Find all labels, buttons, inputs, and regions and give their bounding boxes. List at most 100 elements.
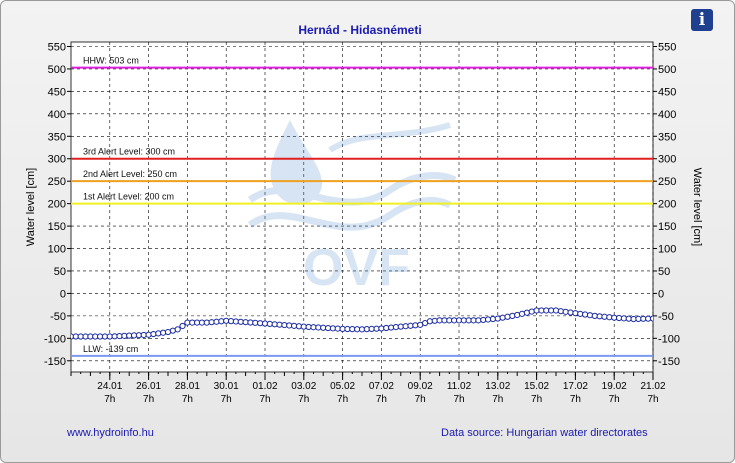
y-tick-label-left: -100 <box>44 333 66 345</box>
plot-area <box>70 41 654 373</box>
y-tick-label-right: 50 <box>658 266 670 278</box>
y-axis-label-left: Water level [cm] <box>25 168 37 246</box>
y-tick-label-left: 150 <box>48 221 66 233</box>
data-point <box>523 309 531 316</box>
x-tick-date: 07.02 <box>369 381 394 392</box>
data-point <box>155 330 162 337</box>
y-tick-label-right: 550 <box>658 41 676 53</box>
data-point <box>528 308 535 315</box>
y-tick-label-right: -100 <box>658 333 680 345</box>
data-point <box>150 330 157 338</box>
data-point <box>179 322 186 330</box>
y-tick-label-right: 300 <box>658 154 676 166</box>
x-tick-date: 09.02 <box>408 381 433 392</box>
y-tick-label-right: 400 <box>658 109 676 121</box>
info-icon: i <box>698 10 706 30</box>
data-point <box>562 308 569 315</box>
x-tick-date: 11.02 <box>447 381 472 392</box>
y-tick-label-right: 450 <box>658 86 676 98</box>
y-tick-label-right: -50 <box>658 311 674 323</box>
y-tick-label-right: 100 <box>658 244 676 256</box>
y-tick-label-left: 550 <box>48 41 66 53</box>
x-tick-time: 7h <box>376 394 387 405</box>
ovf-watermark: OVF <box>247 120 457 297</box>
y-tick-label-right: 150 <box>658 221 676 233</box>
data-point <box>514 311 521 319</box>
x-tick-time: 7h <box>647 394 658 405</box>
data-point <box>582 311 589 318</box>
x-tick-time: 7h <box>492 394 503 405</box>
data-point <box>552 307 560 314</box>
reference-line-label: 1st Alert Level: 200 cm <box>83 192 174 202</box>
x-tick-time: 7h <box>337 394 348 405</box>
x-axis-ticks: 24.01 7h 26.01 7h 28.01 7h 30.01 7h 01.02 7h 03.02… <box>70 372 666 405</box>
x-tick-date: 24.01 <box>97 381 122 392</box>
reference-line-label: LLW: -139 cm <box>83 344 138 354</box>
x-tick-date: 03.02 <box>291 381 316 392</box>
x-tick-date: 28.01 <box>175 381 200 392</box>
y-tick-label-left: 0 <box>60 288 66 300</box>
reference-lines: HHW: 503 cm 3rd Alert Level: 300 cm 2nd Al… <box>71 56 653 357</box>
reference-line-label: 3rd Alert Level: 300 cm <box>83 147 175 157</box>
watermark-wave <box>247 197 452 231</box>
website-link[interactable]: www.hydroinfo.hu <box>67 427 154 439</box>
data-point <box>586 312 594 319</box>
x-tick-time: 7h <box>182 394 193 405</box>
x-tick-time: 7h <box>570 394 581 405</box>
data-point <box>494 315 501 322</box>
x-tick-date: 13.02 <box>485 381 510 392</box>
x-tick-time: 7h <box>609 394 620 405</box>
data-point <box>499 314 506 321</box>
chart-title: Hernád - Hidasnémeti <box>298 23 421 37</box>
y-tick-label-left: -50 <box>50 311 66 323</box>
watermark-wave <box>247 172 457 206</box>
data-point <box>145 331 152 338</box>
data-point <box>518 310 526 317</box>
y-tick-label-left: 300 <box>48 154 66 166</box>
y-axis-label-right: Water level [cm] <box>691 168 703 246</box>
y-tick-label-left: 500 <box>48 64 66 76</box>
y-tick-label-left: 200 <box>48 199 66 211</box>
data-point <box>174 326 181 333</box>
data-point <box>649 315 653 322</box>
x-tick-time: 7h <box>143 394 154 405</box>
data-point <box>557 308 564 315</box>
watermark-drop <box>270 120 323 205</box>
x-tick-date: 01.02 <box>252 381 277 392</box>
y-tick-label-left: 100 <box>48 244 66 256</box>
reference-line-label: HHW: 503 cm <box>83 56 139 66</box>
data-point <box>160 329 167 336</box>
y-tick-label-right: 350 <box>658 131 676 143</box>
x-tick-time: 7h <box>531 394 542 405</box>
y-tick-label-left: 350 <box>48 131 66 143</box>
y-tick-label-left: 50 <box>54 266 66 278</box>
data-source-text: Data source: Hungarian water directorate… <box>441 427 648 439</box>
data-point <box>567 309 574 316</box>
data-point <box>572 310 579 317</box>
y-tick-label-left: 400 <box>48 109 66 121</box>
data-point <box>509 312 516 319</box>
x-tick-time: 7h <box>415 394 426 405</box>
watermark-text: OVF <box>303 239 410 297</box>
x-tick-date: 21.02 <box>640 381 665 392</box>
x-tick-date: 26.01 <box>136 381 161 392</box>
y-tick-label-left: 250 <box>48 176 66 188</box>
y-tick-label-right: 250 <box>658 176 676 188</box>
y-tick-label-right: -150 <box>658 356 680 368</box>
y-tick-label-right: 0 <box>658 288 664 300</box>
reference-line-label: 2nd Alert Level: 250 cm <box>83 169 177 179</box>
x-tick-time: 7h <box>259 394 270 405</box>
x-tick-date: 17.02 <box>563 381 588 392</box>
y-tick-label-right: 500 <box>658 64 676 76</box>
watermark-wave <box>328 122 451 153</box>
y-tick-label-right: 200 <box>658 199 676 211</box>
x-tick-date: 19.02 <box>602 381 627 392</box>
x-tick-time: 7h <box>298 394 309 405</box>
data-point <box>577 310 584 317</box>
x-tick-time: 7h <box>104 394 115 405</box>
info-button[interactable]: i <box>691 9 713 31</box>
x-tick-time: 7h <box>453 394 464 405</box>
series <box>71 307 653 340</box>
